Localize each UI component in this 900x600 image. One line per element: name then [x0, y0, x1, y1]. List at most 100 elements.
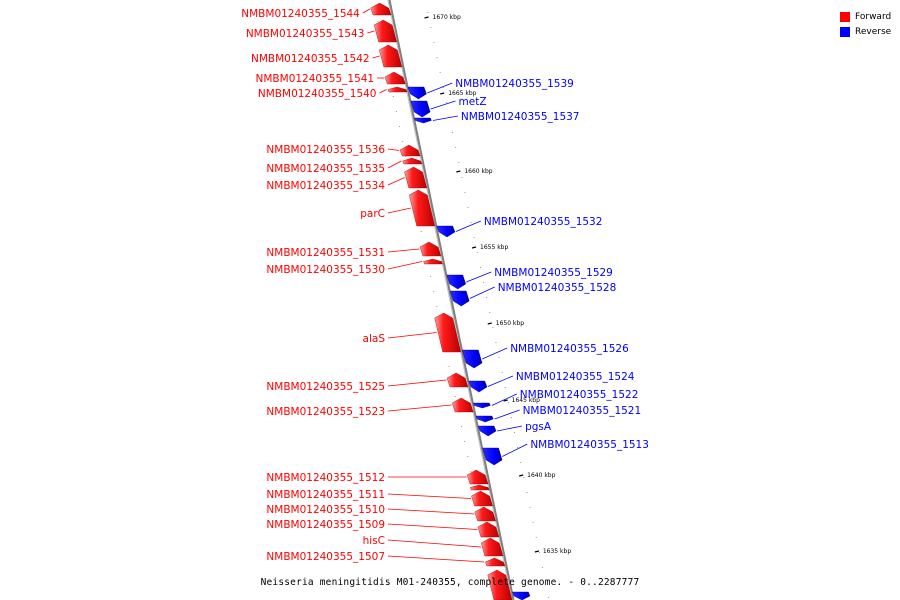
- gene-label[interactable]: NMBM01240355_1528: [498, 282, 617, 294]
- gene-label[interactable]: NMBM01240355_1525: [266, 381, 385, 393]
- forward-gene-arrow[interactable]: [419, 241, 442, 257]
- gene-label[interactable]: NMBM01240355_1524: [516, 371, 635, 383]
- gene-label[interactable]: NMBM01240355_1523: [266, 406, 385, 418]
- gene-label[interactable]: NMBM01240355_1537: [461, 111, 580, 123]
- reverse-gene-arrow[interactable]: [446, 274, 466, 290]
- reverse-gene-arrow[interactable]: [410, 100, 431, 118]
- gene-label[interactable]: NMBM01240355_1512: [266, 472, 385, 484]
- gene-leader-line: [387, 177, 405, 186]
- gene-label[interactable]: NMBM01240355_1535: [266, 163, 385, 175]
- legend: Forward Reverse: [840, 9, 891, 39]
- forward-gene-arrow[interactable]: [370, 2, 392, 16]
- track-dot: [445, 102, 447, 103]
- track-dot: [392, 96, 394, 97]
- reverse-gene-arrow[interactable]: [475, 415, 494, 423]
- forward-gene-arrow[interactable]: [384, 71, 406, 85]
- track-dot: [420, 231, 422, 232]
- track-dot: [433, 42, 435, 43]
- gene-features: [370, 2, 531, 600]
- forward-gene-arrow[interactable]: [373, 19, 397, 43]
- gene-label[interactable]: NMBM01240355_1536: [266, 144, 385, 156]
- forward-gene-arrow[interactable]: [485, 557, 506, 567]
- gene-label[interactable]: pgsA: [525, 421, 552, 433]
- reverse-gene-arrow[interactable]: [468, 380, 488, 393]
- track-dot: [548, 597, 550, 598]
- scale-tick-label: 1655 kbp: [480, 244, 508, 251]
- gene-label[interactable]: NMBM01240355_1530: [266, 264, 385, 276]
- track-dot: [464, 192, 466, 193]
- gene-label[interactable]: alaS: [363, 333, 386, 345]
- forward-gene-arrow[interactable]: [446, 372, 469, 388]
- track-dot: [510, 417, 512, 418]
- reverse-gene-arrow[interactable]: [449, 290, 470, 307]
- track-dot: [535, 537, 537, 538]
- forward-gene-arrow[interactable]: [434, 312, 461, 353]
- gene-label[interactable]: NMBM01240355_1539: [455, 78, 574, 90]
- track-dot: [464, 441, 466, 442]
- track-dot: [455, 147, 457, 148]
- gene-leader-line: [367, 30, 375, 34]
- track-dot: [433, 291, 435, 292]
- track-dot: [399, 126, 401, 127]
- axis-line: [387, 0, 515, 600]
- gene-label[interactable]: NMBM01240355_1544: [241, 8, 360, 20]
- forward-gene-arrow[interactable]: [471, 490, 493, 507]
- gene-leader-line: [455, 220, 481, 232]
- gene-label[interactable]: NMBM01240355_1543: [246, 28, 365, 40]
- track-dot: [461, 177, 463, 178]
- gene-label[interactable]: NMBM01240355_1532: [484, 216, 603, 228]
- gene-label[interactable]: NMBM01240355_1511: [266, 489, 385, 501]
- gene-label[interactable]: NMBM01240355_1529: [494, 267, 613, 279]
- gene-label[interactable]: NMBM01240355_1522: [520, 389, 639, 401]
- gene-leader-line: [387, 523, 478, 530]
- gene-label[interactable]: NMBM01240355_1521: [523, 405, 642, 417]
- scale-tick-label: 1670 kbp: [433, 14, 461, 21]
- gene-leader-line: [387, 493, 472, 499]
- gene-leader-line: [469, 286, 495, 299]
- forward-gene-arrow[interactable]: [474, 506, 496, 522]
- forward-gene-arrow[interactable]: [379, 44, 403, 68]
- map-caption: Neisseria meningitidis M01-240355, compl…: [260, 577, 640, 588]
- forward-gene-arrow[interactable]: [402, 157, 423, 165]
- forward-gene-arrow[interactable]: [409, 189, 435, 227]
- genome-axis: [387, 0, 515, 600]
- forward-gene-arrow[interactable]: [487, 569, 513, 600]
- forward-gene-arrow[interactable]: [469, 484, 490, 491]
- track-dot: [545, 582, 547, 583]
- reverse-gene-arrow[interactable]: [462, 349, 483, 369]
- reverse-gene-arrow[interactable]: [512, 591, 531, 600]
- gene-label[interactable]: NMBM01240355_1526: [510, 343, 629, 355]
- reverse-gene-arrow[interactable]: [482, 447, 503, 466]
- track-dot: [458, 162, 460, 163]
- gene-label[interactable]: NMBM01240355_1540: [258, 88, 377, 100]
- gene-label[interactable]: parC: [360, 208, 385, 220]
- forward-gene-arrow[interactable]: [399, 144, 421, 157]
- gene-label[interactable]: hisC: [363, 535, 385, 547]
- gene-label[interactable]: NMBM01240355_1541: [256, 73, 375, 85]
- gene-label[interactable]: metZ: [459, 96, 487, 108]
- track-dot: [507, 402, 509, 403]
- forward-gene-arrow[interactable]: [423, 258, 443, 265]
- gene-leader-line: [502, 443, 528, 457]
- gene-label[interactable]: NMBM01240355_1509: [266, 519, 385, 531]
- reverse-gene-arrow[interactable]: [472, 402, 491, 409]
- forward-gene-arrow[interactable]: [466, 469, 489, 485]
- gene-label[interactable]: NMBM01240355_1510: [266, 504, 385, 516]
- reverse-gene-arrow[interactable]: [477, 425, 497, 437]
- gene-label[interactable]: NMBM01240355_1534: [266, 180, 385, 192]
- gene-label[interactable]: NMBM01240355_1531: [266, 247, 385, 259]
- reverse-gene-arrow[interactable]: [436, 225, 456, 238]
- gene-label[interactable]: NMBM01240355_1542: [251, 53, 370, 65]
- gene-leader-line: [466, 271, 492, 283]
- gene-leader-line: [387, 148, 400, 151]
- track-dot: [532, 522, 534, 523]
- reverse-gene-arrow[interactable]: [414, 117, 432, 124]
- reverse-gene-arrow[interactable]: [407, 86, 427, 100]
- forward-gene-arrow[interactable]: [452, 397, 474, 413]
- forward-gene-arrow[interactable]: [477, 521, 500, 538]
- forward-gene-arrow[interactable]: [480, 537, 504, 557]
- forward-gene-arrow[interactable]: [404, 166, 428, 189]
- forward-gene-arrow[interactable]: [387, 86, 408, 93]
- gene-label[interactable]: NMBM01240355_1513: [530, 439, 649, 451]
- gene-label[interactable]: NMBM01240355_1507: [266, 551, 385, 563]
